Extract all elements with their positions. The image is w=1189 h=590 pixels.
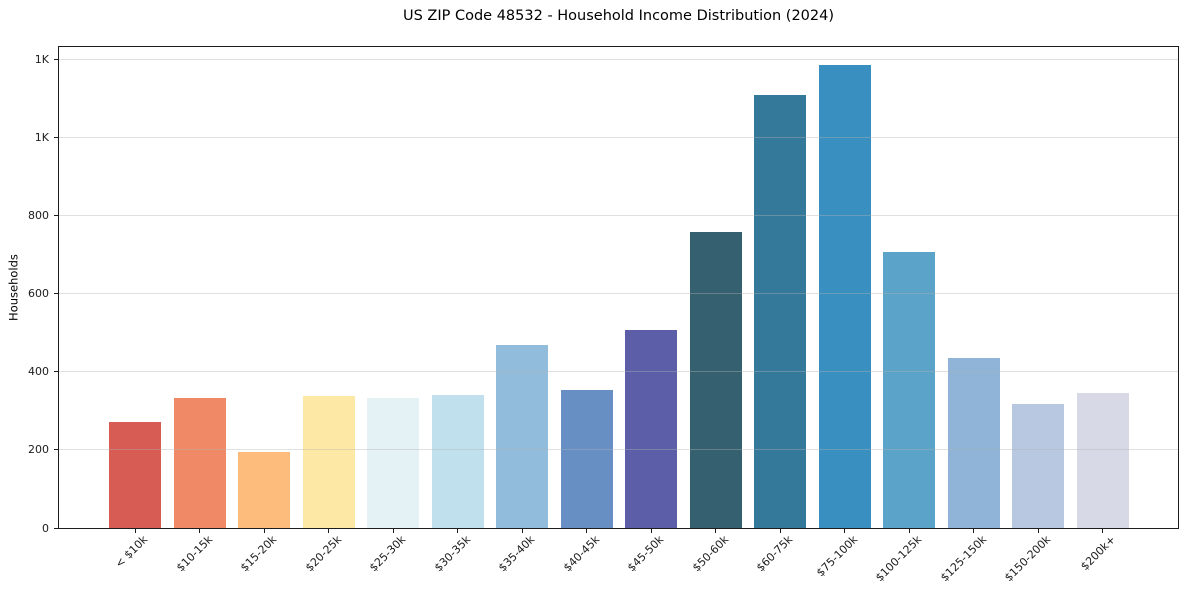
x-tick-label-0: < $10k: [112, 533, 151, 571]
bar-4: [302, 396, 355, 528]
x-tick-1: [199, 529, 200, 533]
x-tick-7: [586, 529, 587, 533]
bar-12: [818, 65, 871, 528]
bar-9: [625, 330, 677, 528]
y-tick-label-0: 0: [42, 521, 49, 535]
y-tick-label-3: 600: [28, 287, 49, 301]
y-tick-4: [54, 215, 58, 217]
x-tick-6: [521, 529, 523, 533]
y-tick-label-4: 800: [28, 209, 49, 223]
gridline-1000: [59, 137, 1178, 139]
bar-2: [173, 398, 226, 528]
bar-6: [431, 394, 484, 528]
x-tick-14: [1037, 529, 1039, 533]
bar-13: [883, 251, 935, 528]
chart-title: US ZIP Code 48532 - Household Income Dis…: [402, 8, 835, 24]
bar-7: [496, 345, 548, 528]
bar-15: [1012, 404, 1064, 528]
y-tick-label-1: 200: [28, 443, 49, 457]
x-tick-0: [134, 529, 136, 533]
gridline-200: [59, 449, 1178, 451]
y-tick-label-2: 400: [28, 365, 49, 379]
y-tick-1: [54, 449, 58, 451]
x-tick-2: [263, 529, 265, 533]
y-tick-label-5: 1K: [34, 131, 49, 145]
x-tick-3: [328, 529, 329, 533]
gridline-1200: [59, 59, 1178, 61]
y-tick-2: [54, 371, 58, 373]
x-tick-10: [779, 529, 781, 533]
x-tick-12: [908, 529, 910, 533]
bar-8: [560, 389, 613, 528]
y-tick-5: [54, 137, 58, 139]
x-tick-11: [844, 529, 845, 533]
y-tick-0: [54, 527, 58, 529]
x-tick-5: [457, 529, 458, 533]
gridline-400: [59, 371, 1178, 373]
bar-1: [109, 421, 161, 528]
gridline-600: [59, 293, 1178, 295]
x-tick-13: [973, 529, 974, 533]
gridline-800: [59, 215, 1178, 217]
bar-3: [238, 451, 290, 528]
x-tick-8: [650, 529, 652, 533]
bar-5: [367, 397, 419, 528]
bar-11: [754, 94, 806, 528]
plot-area: [58, 46, 1179, 529]
x-tick-9: [715, 529, 716, 533]
x-tick-15: [1102, 529, 1103, 533]
y-tick-3: [54, 293, 58, 295]
x-tick-4: [392, 529, 394, 533]
y-tick-6: [54, 59, 58, 61]
bar-14: [947, 357, 1000, 528]
bar-16: [1076, 393, 1129, 528]
bar-10: [689, 231, 742, 528]
y-tick-label-6: 1K: [34, 53, 49, 67]
